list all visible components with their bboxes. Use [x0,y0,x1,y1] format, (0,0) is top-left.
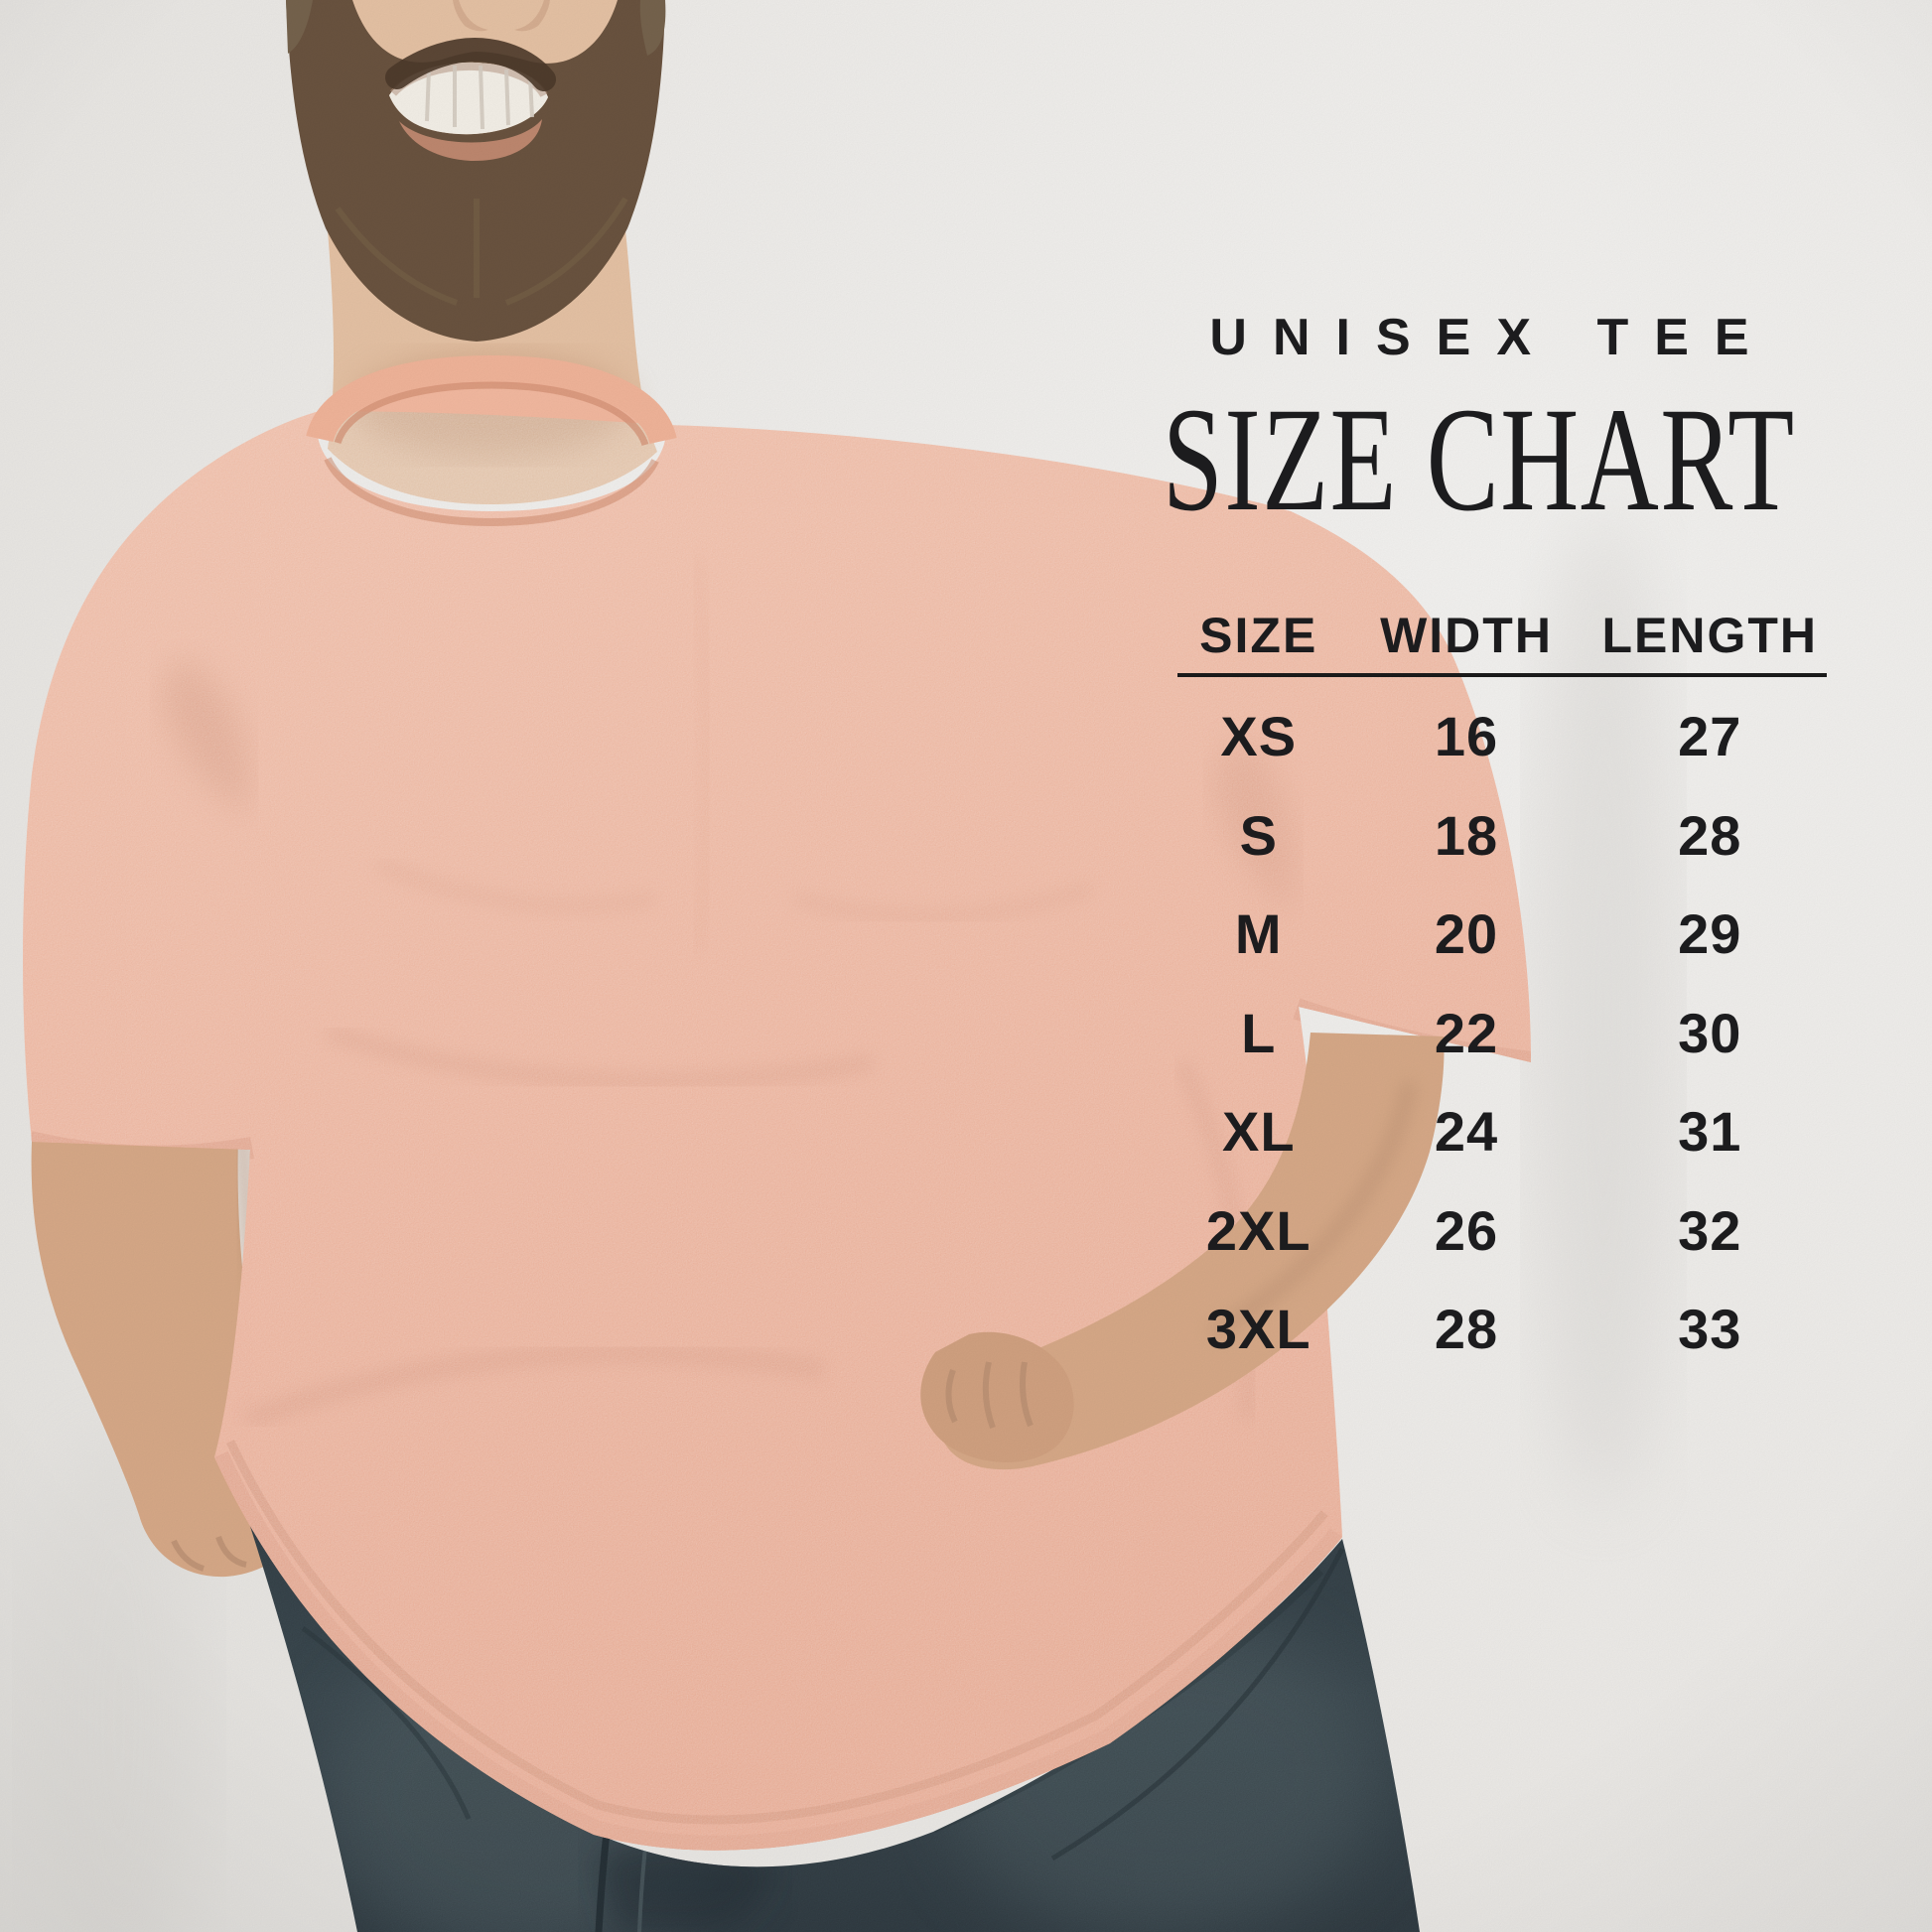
header-size: SIZE [1199,608,1318,663]
cell-width: 26 [1434,1198,1499,1262]
size-table-header: SIZE WIDTH LENGTH [1177,604,1827,667]
header-length: LENGTH [1601,608,1819,663]
cell-length: 33 [1678,1298,1742,1361]
cell-length: 32 [1678,1198,1742,1262]
header-rule [1177,673,1827,677]
cell-width: 22 [1434,1001,1499,1064]
table-row: M 20 29 [1177,885,1827,984]
eyebrow-label: UNISEX TEE [1209,309,1775,366]
cell-width: 20 [1434,902,1499,966]
table-row: L 22 30 [1177,984,1827,1083]
cell-size: 2XL [1205,1198,1311,1262]
cell-size: L [1241,1001,1277,1064]
cell-size: S [1239,803,1278,867]
cell-size: XS [1220,705,1298,768]
page-title-text: SIZE CHART [1163,377,1796,542]
table-row: 3XL 28 33 [1177,1280,1827,1379]
cell-length: 30 [1678,1001,1742,1064]
size-table: SIZE WIDTH LENGTH XS 16 27 S 18 28 M 20 … [1177,604,1827,1379]
table-row: XS 16 27 [1177,687,1827,786]
cell-width: 18 [1434,803,1499,867]
cell-width: 16 [1434,705,1499,768]
cell-width: 24 [1434,1100,1499,1164]
cell-length: 28 [1678,803,1742,867]
table-row: XL 24 31 [1177,1082,1827,1181]
cell-width: 28 [1434,1298,1499,1361]
cell-size: 3XL [1205,1298,1311,1361]
cell-length: 29 [1678,902,1742,966]
page-title: SIZE CHART [1013,377,1932,542]
cell-size: XL [1221,1100,1296,1164]
header-width: WIDTH [1380,608,1553,663]
size-table-body: XS 16 27 S 18 28 M 20 29 L 22 30 XL 24 [1177,687,1827,1379]
table-row: S 18 28 [1177,786,1827,886]
table-row: 2XL 26 32 [1177,1181,1827,1281]
cell-length: 31 [1678,1100,1742,1164]
cell-length: 27 [1678,705,1742,768]
cell-size: M [1234,902,1283,966]
